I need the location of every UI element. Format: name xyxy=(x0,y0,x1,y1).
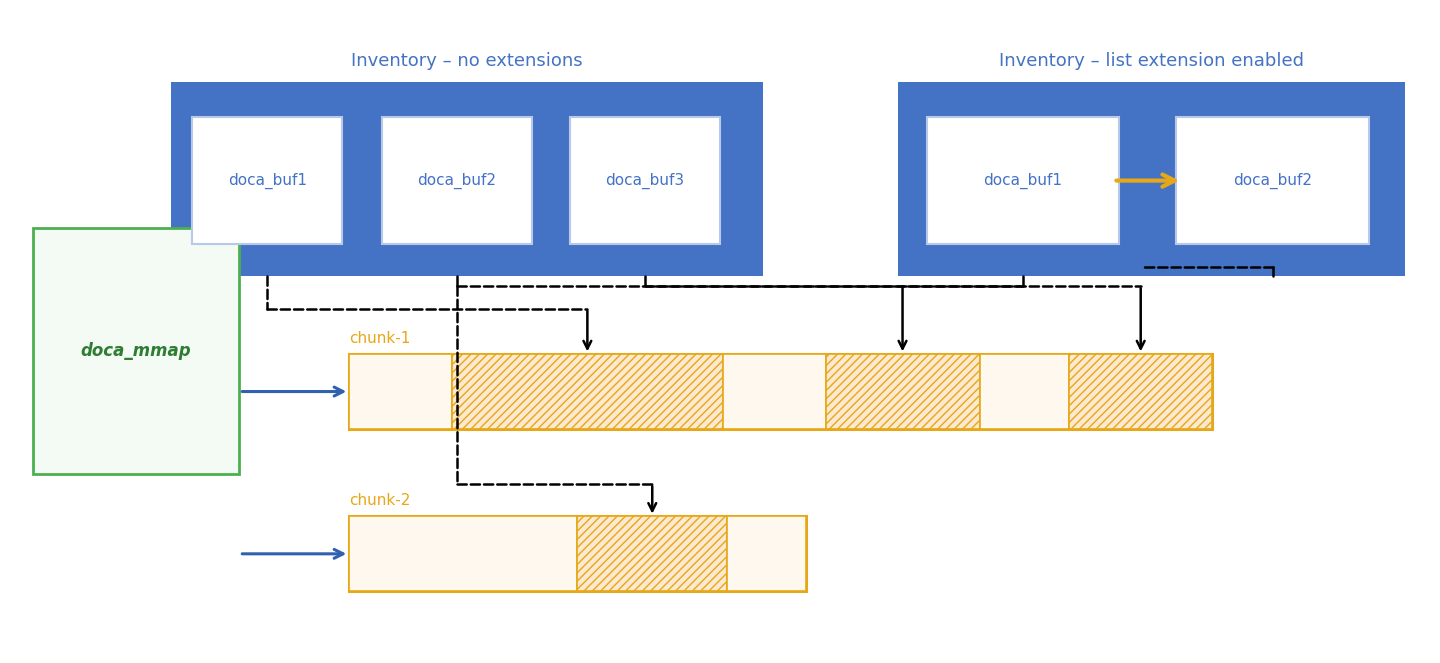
Text: chunk-1: chunk-1 xyxy=(350,331,410,346)
Bar xyxy=(1176,117,1369,244)
Bar xyxy=(350,516,577,591)
Text: doca_buf1: doca_buf1 xyxy=(984,172,1063,189)
Bar xyxy=(727,516,805,591)
Bar xyxy=(899,82,1404,276)
Bar xyxy=(927,117,1119,244)
Text: Inventory – list extension enabled: Inventory – list extension enabled xyxy=(999,52,1303,70)
Bar xyxy=(350,354,452,429)
Text: doca_buf3: doca_buf3 xyxy=(606,172,684,189)
Text: doca_buf1: doca_buf1 xyxy=(228,172,307,189)
Text: Inventory – no extensions: Inventory – no extensions xyxy=(351,52,583,70)
Text: doca_buf2: doca_buf2 xyxy=(1233,172,1312,189)
Text: doca_mmap: doca_mmap xyxy=(81,342,192,360)
Bar xyxy=(193,117,343,244)
Bar xyxy=(1070,354,1212,429)
Bar xyxy=(171,82,763,276)
Bar xyxy=(452,354,723,429)
Text: doca_buf2: doca_buf2 xyxy=(418,172,497,189)
Bar xyxy=(350,354,1212,429)
Bar xyxy=(382,117,531,244)
Bar xyxy=(570,117,720,244)
Bar xyxy=(350,516,805,591)
Bar xyxy=(577,516,727,591)
Bar xyxy=(979,354,1070,429)
Bar xyxy=(33,227,239,474)
Bar xyxy=(723,354,825,429)
Bar xyxy=(825,354,979,429)
Text: chunk-2: chunk-2 xyxy=(350,493,410,508)
